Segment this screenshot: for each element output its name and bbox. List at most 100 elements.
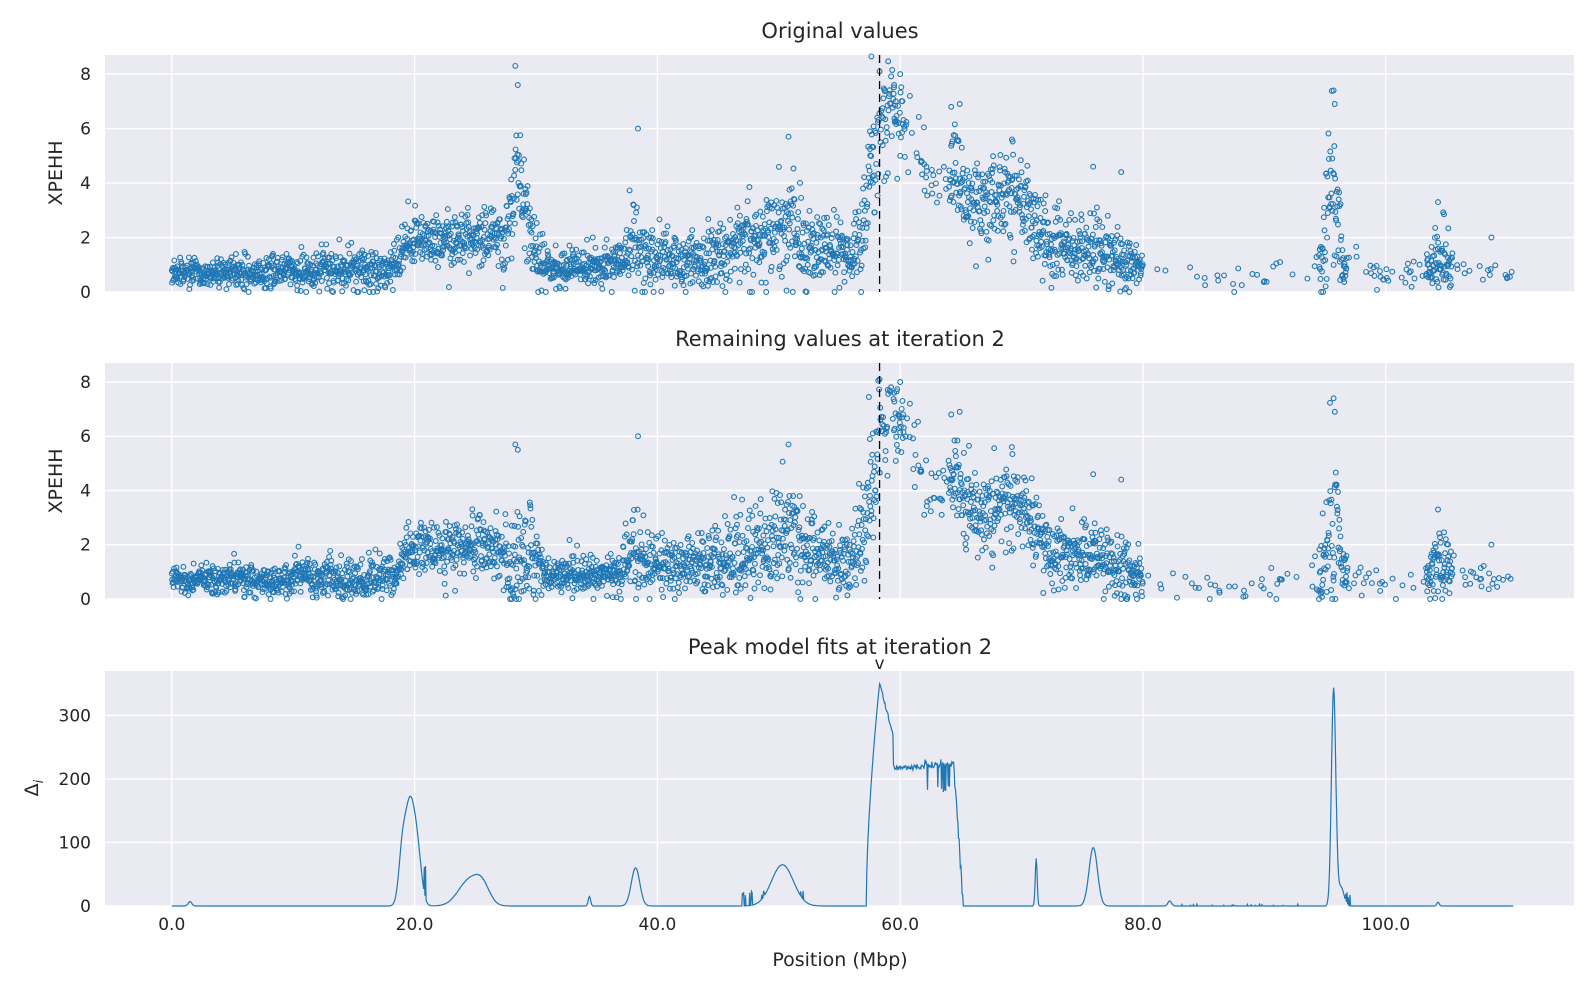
scatter-point bbox=[1318, 289, 1325, 295]
scatter-point bbox=[444, 206, 451, 213]
scatter-point bbox=[882, 116, 889, 123]
scatter-point bbox=[1076, 228, 1082, 234]
scatter-point bbox=[527, 502, 534, 509]
scatter-point bbox=[791, 196, 798, 203]
scatter-point bbox=[888, 73, 895, 80]
scatter-point bbox=[1050, 273, 1057, 280]
scatter-point bbox=[743, 218, 750, 225]
scatter-point bbox=[701, 261, 708, 268]
scatter-point bbox=[885, 107, 892, 114]
scatter-point bbox=[779, 458, 786, 465]
scatter-point bbox=[750, 571, 757, 578]
scatter-point bbox=[1335, 221, 1341, 228]
scatter-point bbox=[741, 230, 748, 237]
scatter-point bbox=[746, 184, 753, 191]
scatter-point bbox=[1411, 275, 1418, 282]
scatter-point bbox=[607, 550, 614, 557]
scatter-point bbox=[557, 285, 563, 292]
scatter-point bbox=[763, 554, 770, 561]
scatter-point bbox=[433, 524, 440, 531]
scatter-point bbox=[609, 577, 616, 584]
scatter-point bbox=[990, 162, 997, 169]
scatter-point bbox=[665, 567, 672, 574]
scatter-point bbox=[335, 589, 342, 596]
scatter-point bbox=[825, 572, 832, 579]
scatter-point bbox=[513, 596, 519, 602]
scatter-point bbox=[804, 255, 811, 262]
scatter-point bbox=[787, 517, 794, 524]
scatter-point bbox=[712, 522, 719, 529]
scatter-point bbox=[911, 422, 918, 428]
scatter-point bbox=[841, 278, 848, 285]
scatter-point bbox=[993, 192, 1000, 199]
scatter-point bbox=[378, 596, 385, 602]
scatter-point bbox=[786, 492, 793, 499]
scatter-point bbox=[880, 95, 887, 102]
scatter-point bbox=[848, 264, 855, 271]
scatter-point bbox=[719, 582, 726, 589]
scatter-point bbox=[950, 471, 957, 478]
scatter-point bbox=[524, 183, 531, 190]
scatter-point bbox=[646, 596, 653, 602]
scatter-point bbox=[803, 254, 810, 261]
scatter-point bbox=[969, 180, 976, 187]
scatter-point bbox=[809, 509, 816, 515]
scatter-point bbox=[901, 153, 908, 160]
scatter-point bbox=[1402, 279, 1409, 286]
scatter-point bbox=[1040, 200, 1047, 207]
scatter-point bbox=[1342, 272, 1349, 279]
scatter-point bbox=[538, 578, 545, 585]
scatter-point bbox=[686, 259, 693, 266]
scatter-point bbox=[313, 594, 320, 601]
scatter-point bbox=[757, 496, 764, 503]
scatter-point bbox=[720, 225, 727, 232]
scatter-point bbox=[1002, 220, 1009, 227]
scatter-point bbox=[513, 582, 520, 589]
scatter-point bbox=[950, 504, 956, 511]
scatter-point bbox=[1015, 176, 1022, 183]
scatter-point bbox=[451, 214, 458, 221]
scatter-point bbox=[892, 102, 899, 109]
scatter-point bbox=[875, 427, 882, 434]
scatter-point bbox=[668, 270, 675, 277]
scatter-point bbox=[1332, 175, 1339, 182]
scatter-point bbox=[451, 260, 457, 266]
scatter-point bbox=[1046, 251, 1053, 258]
scatter-point bbox=[633, 596, 640, 602]
scatter-point bbox=[847, 583, 854, 590]
y-axis-label: XPEHH bbox=[45, 140, 67, 205]
scatter-point bbox=[924, 192, 931, 199]
scatter-point bbox=[546, 564, 553, 571]
scatter-point bbox=[521, 245, 528, 252]
scatter-point bbox=[604, 592, 610, 599]
scatter-point bbox=[374, 288, 381, 295]
scatter-point bbox=[1007, 234, 1014, 241]
scatter-point bbox=[998, 194, 1005, 201]
scatter-point bbox=[747, 595, 754, 601]
scatter-point bbox=[948, 103, 955, 110]
scatter-point bbox=[732, 245, 739, 251]
scatter-point bbox=[494, 563, 500, 570]
scatter-point bbox=[533, 255, 539, 261]
scatter-point bbox=[384, 280, 390, 287]
scatter-point bbox=[1104, 264, 1111, 271]
scatter-point bbox=[423, 560, 430, 566]
scatter-point bbox=[628, 538, 635, 545]
scatter-point bbox=[1333, 253, 1340, 260]
scatter-point bbox=[1076, 257, 1083, 264]
scatter-point bbox=[834, 553, 841, 560]
scatter-point bbox=[1055, 266, 1062, 273]
scatter-point bbox=[840, 557, 846, 564]
scatter-point bbox=[441, 569, 448, 576]
scatter-point bbox=[707, 276, 714, 282]
scatter-point bbox=[871, 463, 878, 470]
scatter-point bbox=[821, 257, 828, 264]
y-tick-label: 4 bbox=[80, 481, 91, 501]
scatter-point bbox=[323, 241, 330, 248]
scatter-point bbox=[956, 496, 963, 503]
scatter-point bbox=[652, 276, 659, 283]
scatter-point bbox=[833, 213, 840, 220]
scatter-point bbox=[763, 197, 770, 203]
scatter-point bbox=[640, 512, 647, 519]
